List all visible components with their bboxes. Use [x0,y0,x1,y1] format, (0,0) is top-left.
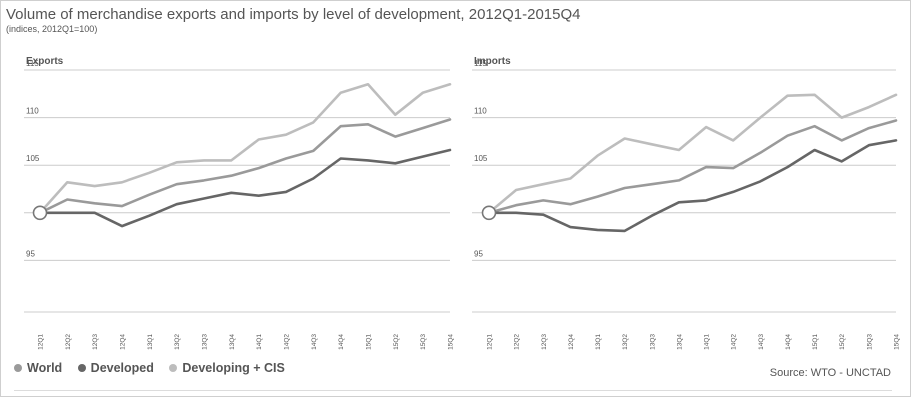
imports-xtick-15Q4: 15Q4 [894,334,901,350]
imports-xtick-12Q1: 12Q1 [487,334,494,350]
imports-ytick-95: 95 [474,249,483,258]
imports-xtick-12Q3: 12Q3 [541,334,548,350]
exports-xtick-12Q4: 12Q4 [120,334,127,350]
imports-ytick-105: 105 [474,154,488,163]
exports-series-developing [38,83,452,215]
exports-ytick-95: 95 [26,249,35,258]
chart-subtitle: (indices, 2012Q1=100) [6,24,98,34]
exports-start-marker [32,205,48,221]
source-note: Source: WTO - UNCTAD [769,367,891,379]
imports-xtick-12Q2: 12Q2 [514,334,521,350]
imports-series-developing [487,93,898,215]
imports-xtick-15Q3: 15Q3 [866,334,873,350]
exports-xtick-15Q4: 15Q4 [448,334,455,350]
legend-label-developing: Developing + CIS [182,361,285,375]
imports-xtick-13Q4: 13Q4 [676,334,683,350]
exports-ytick-110: 110 [26,107,39,116]
legend-swatch-developing [169,364,178,372]
exports-xtick-14Q1: 14Q1 [256,334,263,350]
imports-xtick-14Q3: 14Q3 [758,334,765,350]
exports-xtick-13Q2: 13Q2 [174,334,181,350]
imports-start-marker [481,205,497,221]
legend-item-developed: Developed [77,361,154,375]
exports-xtick-12Q1: 12Q1 [38,334,45,350]
legend-swatch-world [14,364,22,372]
exports-xtick-13Q3: 13Q3 [202,334,209,350]
chart-title: Volume of merchandise exports and import… [6,6,581,23]
imports-panel-title: Imports [474,56,511,67]
exports-xtick-13Q1: 13Q1 [147,334,154,350]
legend: World Developed Developing + CIS [14,361,297,375]
exports-xtick-15Q3: 15Q3 [420,334,427,350]
exports-panel-title: Exports [26,56,64,67]
legend-label-world: World [27,361,63,375]
imports-ytick-110: 110 [474,107,487,116]
imports-series-developed [487,139,898,233]
imports-xtick-15Q1: 15Q1 [812,334,819,350]
footer-divider [14,390,892,391]
exports-ytick-115: 115 [26,59,39,68]
exports-ytick-105: 105 [26,154,40,163]
imports-xtick-14Q1: 14Q1 [704,334,711,350]
legend-item-world: World [14,361,62,375]
exports-xtick-15Q1: 15Q1 [366,334,373,350]
imports-xtick-15Q2: 15Q2 [839,334,846,350]
imports-xtick-13Q2: 13Q2 [622,334,629,350]
imports-xtick-14Q2: 14Q2 [731,334,738,350]
exports-xtick-12Q3: 12Q3 [92,334,99,350]
exports-xtick-14Q3: 14Q3 [311,334,318,350]
imports-xtick-13Q1: 13Q1 [595,334,602,350]
imports-xtick-12Q4: 12Q4 [568,334,575,350]
exports-series-world [38,118,452,215]
imports-series-world [487,119,898,215]
exports-xtick-15Q2: 15Q2 [393,334,400,350]
exports-xtick-14Q2: 14Q2 [284,334,291,350]
imports-xtick-13Q3: 13Q3 [649,334,656,350]
exports-series-developed [38,148,452,228]
legend-item-developing: Developing + CIS [169,361,285,375]
imports-ytick-115: 115 [474,59,487,68]
exports-xtick-13Q4: 13Q4 [229,334,236,350]
exports-xtick-12Q2: 12Q2 [65,334,72,350]
imports-xtick-14Q4: 14Q4 [785,334,792,350]
legend-swatch-developed [77,364,86,372]
legend-label-developed: Developed [90,361,154,375]
exports-xtick-14Q4: 14Q4 [338,334,345,350]
